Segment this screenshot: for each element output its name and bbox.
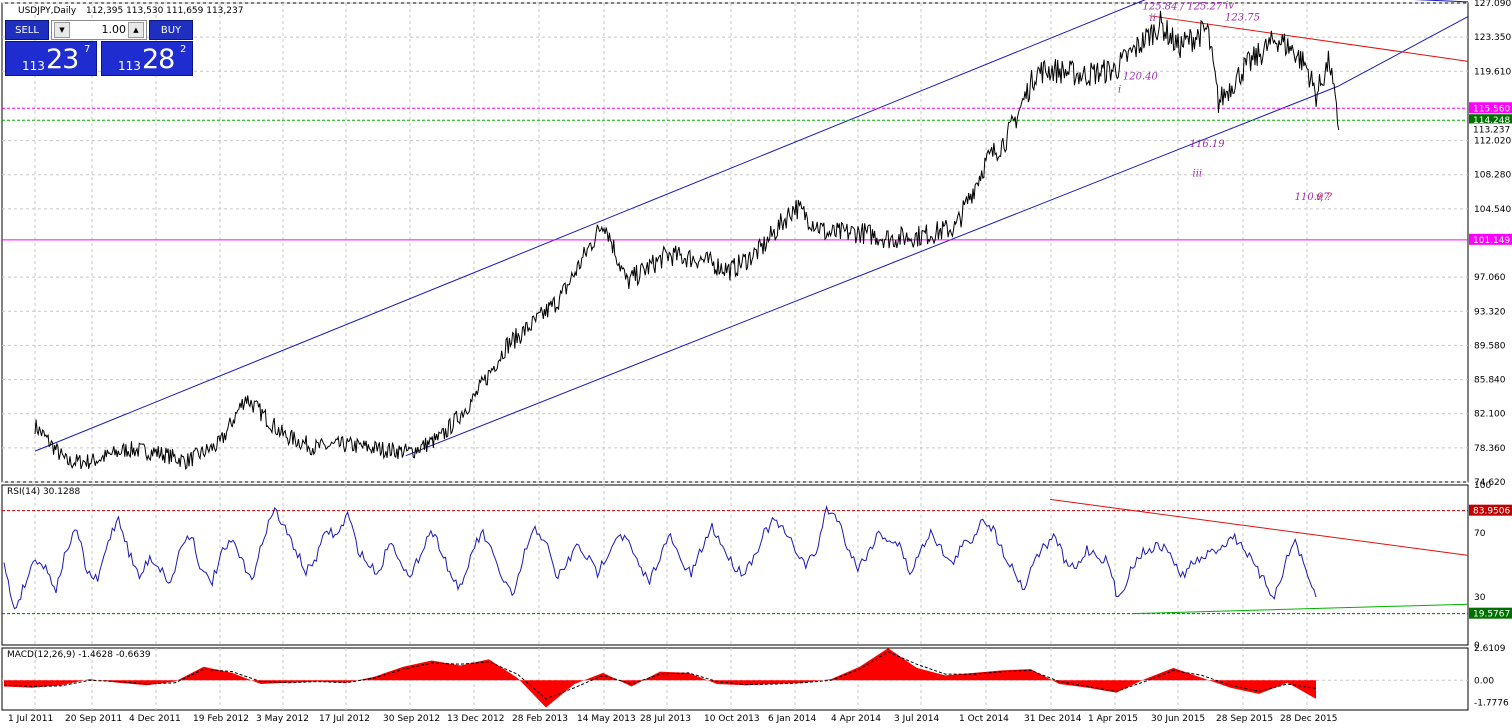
x-tick-label: 31 Dec 2014 [1024,714,1082,724]
lot-size-value[interactable]: 1.00 [101,23,127,36]
x-tick-label: 19 Feb 2012 [193,714,249,724]
y-tick-label: 112.020 [1474,137,1511,147]
rsi-title: RSI(14) 30.1288 [7,487,80,497]
macd-title: MACD(12,26,9) -1.4628 -0.6639 [7,650,151,660]
sell-price-pips: 23 [46,44,79,75]
x-tick-label: 1 Oct 2014 [959,714,1009,724]
buy-price-box[interactable]: 113 28 2 [101,41,193,76]
sell-price-prefix: 113 [22,59,45,73]
rsi-level-label: 83.9506 [1473,507,1510,517]
y-tick-label: 89.580 [1474,341,1506,351]
wave-annotation: iii [1193,168,1203,179]
channel-upper-line [34,0,1146,452]
buy-button[interactable]: BUY [149,20,193,40]
rsi-tick-label: 70 [1474,529,1486,539]
wave-annotation: iv [1225,0,1234,11]
price-label-101.149: 101.149 [1473,236,1510,246]
buy-price-prefix: 113 [118,59,141,73]
y-tick-label: 74.620 [1474,478,1506,488]
lot-increase-icon[interactable]: ▲ [128,22,144,38]
x-tick-label: 30 Sep 2012 [383,714,440,724]
y-tick-label: 108.280 [1474,171,1511,181]
lot-size-field[interactable]: ▼ 1.00 ▲ [51,20,147,40]
rsi-tick-label: 0 [1474,641,1480,651]
price-label-box [1469,114,1512,126]
x-tick-label: 14 May 2013 [577,714,636,724]
x-tick-label: 4 Apr 2014 [831,714,881,724]
x-tick-label: 20 Sep 2011 [65,714,122,724]
wave-annotation: 123.75 [1225,12,1260,23]
usdjpy-price-line [34,10,1340,470]
macd-signal-line [3,651,1317,700]
price-label-113.237: 113.237 [1473,125,1510,135]
y-tick-label: 85.840 [1474,376,1506,386]
price-panel [1,2,1469,483]
ohlc-header: 112,395 113,530 111,659 113,237 [86,6,243,16]
symbol-header: USDJPY,Daily [18,6,77,16]
rsi-level-box [1469,504,1512,516]
wave-annotation: 116.19 [1190,139,1226,150]
buy-price-fraction: 2 [180,44,187,55]
rsi-panel [1,484,1469,646]
buy-price-pips: 28 [142,44,175,75]
y-tick-label: 119.610 [1474,67,1511,77]
rsi-level-box [1469,607,1512,619]
x-tick-label: 13 Dec 2012 [447,714,505,724]
macd-tick-label: 0.00 [1474,676,1494,686]
wave-annotation: v, ? [1316,192,1333,203]
sell-price-box[interactable]: 113 23 7 [5,41,97,76]
wave-annotation: 110.97 [1295,192,1331,203]
y-tick-label: 82.100 [1474,410,1506,420]
rsi-support-line [1131,603,1469,615]
x-tick-label: 28 Sep 2015 [1216,714,1273,724]
y-tick-label: 127.090 [1474,0,1511,9]
one-click-trading-panel: SELL ▼ 1.00 ▲ BUY 113 23 7 113 28 2 [5,20,193,76]
price-label-box [1469,233,1512,245]
y-tick-label: 93.320 [1474,307,1506,317]
channel-lower-ext [1338,16,1469,87]
x-tick-label: 1 Apr 2015 [1088,714,1138,724]
x-tick-label: 10 Oct 2013 [704,714,760,724]
x-tick-label: 3 Jul 2014 [894,714,939,724]
lot-decrease-icon[interactable]: ▼ [54,22,70,38]
x-tick-label: 17 Jul 2012 [319,714,370,724]
rsi-tick-label: 100 [1474,481,1491,491]
y-tick-label: 123.350 [1474,33,1511,43]
macd-tick-label: -1.7776 [1474,698,1509,708]
y-tick-label: 97.060 [1474,273,1506,283]
price-label-box [1469,123,1512,135]
x-tick-label: 3 May 2012 [256,714,309,724]
x-tick-label: 28 Dec 2015 [1280,714,1338,724]
x-tick-label: 28 Jul 2013 [640,714,691,724]
x-tick-label: 4 Dec 2011 [129,714,181,724]
macd-histogram [4,648,1316,708]
price-label-114.248: 114.248 [1473,116,1510,126]
x-tick-label: 28 Feb 2013 [512,714,568,724]
rsi-resistance-line [1049,498,1469,556]
price-label-box [1469,102,1512,114]
macd-tick-label: 2.6109 [1474,644,1506,654]
channel-lower-line [405,85,1339,457]
y-tick-label: 104.540 [1474,205,1511,215]
wave-annotation: 120.40 [1123,72,1159,83]
x-tick-label: 30 Jun 2015 [1151,714,1205,724]
sell-price-fraction: 7 [84,44,91,55]
wave-annotation: ii [1150,13,1156,24]
wave-annotation: i [1118,84,1121,95]
y-tick-label: 78.360 [1474,444,1506,454]
wave-annotation: 125.84 / 125.27 [1143,1,1223,12]
sell-button[interactable]: SELL [5,20,49,40]
x-tick-label: 6 Jan 2014 [768,714,816,724]
price-label-115.560: 115.560 [1473,104,1510,114]
rsi-level-label: 19.5767 [1473,610,1510,620]
rsi-line [3,504,1317,610]
x-tick-label: 1 Jul 2011 [8,714,53,724]
rsi-tick-label: 30 [1474,593,1486,603]
